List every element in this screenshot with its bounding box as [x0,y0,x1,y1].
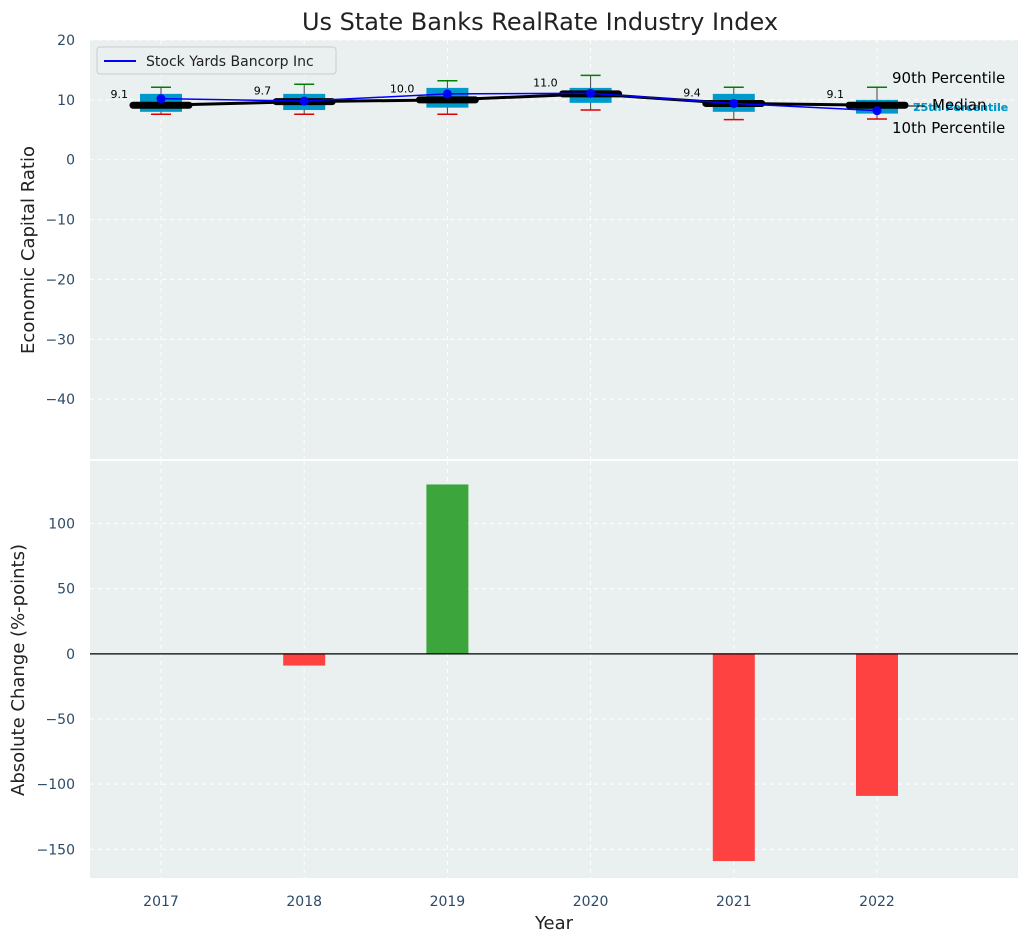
legend-box [96,46,337,75]
top-y-label: Economic Capital Ratio [18,146,39,354]
value-label: 11.0 [533,77,558,90]
x-axis-label: Year [534,913,574,934]
bottom-y-tick-label: 0 [66,647,75,663]
value-label: 9.7 [254,84,272,97]
legend: Stock Yards Bancorp Inc [96,46,337,75]
top-y-tick-label: 10 [57,93,75,109]
company-point [442,89,452,99]
company-point [299,96,309,106]
bottom-y-tick-label: −50 [45,712,75,728]
x-tick-label: 2019 [430,894,466,910]
annotation-p90: 90th Percentile [892,69,1005,87]
top-y-tick-label: 0 [66,153,75,169]
change-bar [283,653,326,666]
change-bar [712,653,755,862]
value-label: 10.0 [390,83,415,96]
legend-label: Stock Yards Bancorp Inc [146,54,314,70]
bottom-y-ticks: 100 50 0 −50 −100 −150 [37,517,75,859]
change-bar [856,653,898,796]
top-grid [90,39,1018,459]
company-point [586,88,596,98]
company-line [160,92,878,112]
bottom-y-tick-label: −150 [37,842,75,858]
bottom-grid [90,461,1018,878]
company-point [729,98,739,108]
change-bar [426,484,469,654]
top-panel: 20 10 0 −10 −20 −30 −40 9.1 9.7 10.0 11.0 9.4 9.1 9… [18,33,1018,459]
bottom-panel: 100 50 0 −50 −100 −150 Absolute Change (%-poi… [8,461,1018,878]
median-line [160,92,878,107]
change-bars [283,484,898,862]
value-label: 9.1 [827,88,845,101]
annotation-p25: 25th Percentile [913,101,1008,114]
company-point [156,94,166,104]
top-y-tick-label: −40 [45,392,75,408]
value-label: 9.4 [683,86,701,99]
company-point [872,106,882,116]
value-labels: 9.1 9.7 10.0 11.0 9.4 9.1 [111,77,845,101]
x-tick-label: 2021 [716,894,752,910]
bottom-y-tick-label: 50 [57,582,75,598]
value-label: 9.1 [111,88,129,101]
x-ticks: 2017 2018 2019 2020 2021 2022 [143,894,895,910]
chart-title: Us State Banks RealRate Industry Index [302,8,778,36]
top-y-tick-label: −20 [45,272,75,288]
x-tick-label: 2020 [573,894,609,910]
top-y-tick-label: −10 [45,213,75,229]
x-tick-label: 2017 [143,894,179,910]
top-y-tick-label: −30 [45,332,75,348]
annotation-p10: 10th Percentile [892,119,1005,137]
bottom-y-label: Absolute Change (%-points) [8,544,29,796]
annotation-p75: 75th Percentile [913,101,1008,114]
bottom-y-tick-label: −100 [37,777,75,793]
x-tick-label: 2018 [286,894,322,910]
bottom-y-tick-label: 100 [48,517,75,533]
series-lines [156,88,882,116]
annotation-median: Median [932,96,987,114]
top-y-ticks: 20 10 0 −10 −20 −30 −40 [45,33,75,408]
top-y-tick-label: 20 [57,33,75,49]
x-tick-label: 2022 [859,894,895,910]
